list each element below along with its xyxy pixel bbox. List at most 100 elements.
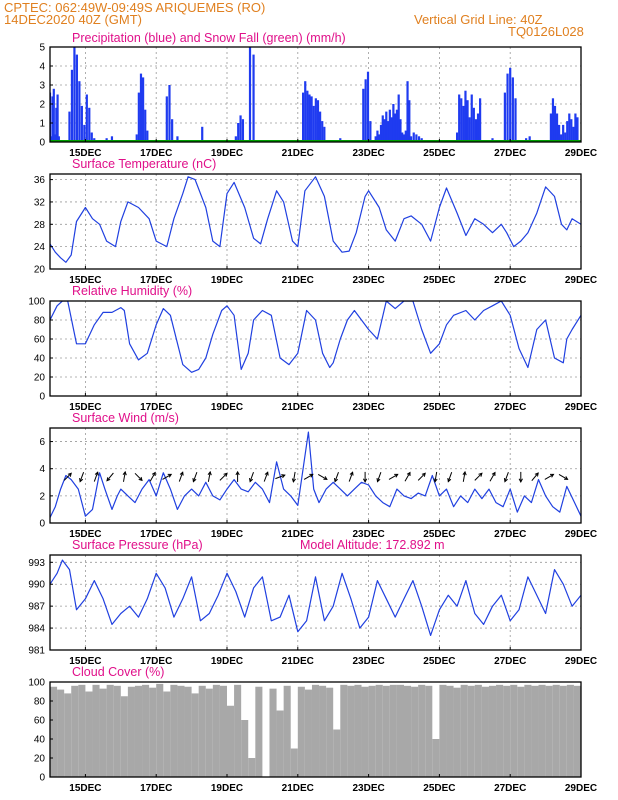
wind-arrow-head: [406, 471, 411, 476]
precip-bar: [409, 136, 413, 142]
x-tick-label: 17DEC: [140, 402, 172, 413]
wind-arrow-shaft: [275, 474, 285, 480]
x-tick-label: 27DEC: [494, 656, 526, 667]
x-tick-label: 21DEC: [282, 148, 314, 159]
cloud-cover-bar: [227, 705, 235, 777]
wind-arrow-head: [550, 473, 555, 478]
precip-bar: [381, 115, 384, 142]
wind-line: [50, 431, 581, 518]
precip-title: Precipitation (blue) and Snow Fall (gree…: [72, 31, 346, 45]
panel-temp: 20 24 28 32 36 15DEC 17DEC 19DEC 21DEC 23DEC 25DEC…: [34, 157, 597, 286]
precip-bar: [168, 85, 171, 142]
precip-bar: [312, 105, 315, 142]
y-tick-label: 80: [34, 697, 46, 708]
precip-bar: [378, 134, 381, 142]
precip-bar: [176, 136, 179, 142]
precip-bar: [509, 67, 512, 142]
precip-bar: [395, 109, 399, 142]
cloud-cover-bar: [524, 684, 532, 777]
wind-arrow-shaft: [388, 473, 398, 480]
y-tick-label: 80: [34, 316, 46, 327]
precip-bar: [78, 81, 81, 142]
data-rh: [50, 301, 581, 373]
cloud-cover-bar: [467, 685, 475, 777]
precip-bar: [401, 132, 404, 142]
wind-arrow-shaft: [162, 473, 172, 480]
cloud-cover-bar: [573, 685, 581, 777]
wind-arrow-head: [179, 471, 184, 476]
precip-bar: [364, 79, 367, 142]
precip-bar: [476, 113, 480, 142]
x-tick-label: 27DEC: [494, 275, 526, 286]
cloud-cover-bar: [64, 693, 72, 777]
y-tick-label: 990: [28, 580, 45, 591]
precip-bar: [574, 113, 577, 142]
precip-bar: [388, 109, 391, 142]
cloud-cover-bar: [106, 684, 114, 777]
precip-bar: [56, 94, 59, 142]
x-tick-label: 21DEC: [282, 656, 314, 667]
cloud-cover-bar: [205, 688, 213, 777]
precip-bar: [402, 134, 406, 142]
x-tick-label: 29DEC: [565, 656, 597, 667]
y-tick-label: 60: [34, 716, 46, 727]
y-tick-label: 5: [39, 43, 45, 54]
precip-bar: [374, 136, 377, 142]
cloud-cover-bar: [474, 684, 482, 777]
cloud-cover-bar: [241, 720, 249, 777]
wind-arrow-head: [151, 471, 156, 477]
wind-arrow-head: [291, 478, 296, 483]
wind-arrow-shaft: [317, 473, 328, 480]
panel-frame: [49, 554, 582, 651]
y-tick-label: 3: [39, 81, 45, 92]
x-tick-label: 15DEC: [69, 656, 101, 667]
cloud-cover-bar: [177, 685, 185, 777]
cloud-cover-bar: [382, 685, 390, 777]
x-tick-label: 29DEC: [565, 783, 597, 794]
precip-bar: [55, 107, 58, 142]
cloud-cover-bar: [418, 684, 426, 777]
x-tick-label: 25DEC: [423, 402, 455, 413]
precip-bar: [239, 115, 242, 142]
precip-bar: [68, 111, 71, 142]
wind-arrow-head: [167, 473, 173, 478]
x-tick-label: 19DEC: [211, 148, 243, 159]
precip-bar: [468, 117, 471, 142]
precip-bar: [80, 105, 83, 142]
precip-bar: [302, 92, 305, 142]
cloud-cover-bar: [304, 689, 312, 777]
precip-bar: [406, 81, 409, 142]
y-tick-label: 28: [34, 220, 46, 231]
x-tick-label: 19DEC: [211, 783, 243, 794]
cloud-cover-bar: [531, 685, 539, 777]
wind-arrow-shaft: [558, 473, 568, 480]
cloud-cover-bar: [297, 686, 305, 777]
data-cloud: [50, 683, 581, 777]
wind-arrow-head: [349, 471, 354, 476]
x-tick-label: 17DEC: [140, 529, 172, 540]
precip-bar: [139, 73, 143, 142]
wind-arrow-head: [462, 470, 467, 476]
x-tick-label: 19DEC: [211, 656, 243, 667]
precip-bar: [458, 94, 461, 142]
panel-frame: [49, 46, 582, 143]
precip-bar: [165, 96, 168, 142]
panel-frame: [49, 173, 582, 270]
wind-arrow-shaft: [219, 472, 228, 481]
wind-arrow-shaft: [447, 472, 453, 482]
pressure-line: [50, 559, 581, 637]
cloud-cover-bar: [170, 684, 178, 777]
x-tick-label: 25DEC: [423, 275, 455, 286]
cloud-cover-bar: [503, 685, 511, 777]
panel-frame: [49, 427, 582, 524]
wind-arrow-shaft: [489, 472, 496, 482]
wind-arrow-shaft: [178, 472, 184, 482]
precip-bar: [479, 98, 482, 142]
data-temp: [50, 176, 581, 263]
precip-bar: [83, 124, 86, 142]
cloud-cover-bar: [460, 684, 468, 777]
cloud-title: Cloud Cover (%): [72, 665, 164, 679]
precip-bar: [52, 88, 55, 142]
wind-arrow-shaft: [263, 472, 269, 482]
